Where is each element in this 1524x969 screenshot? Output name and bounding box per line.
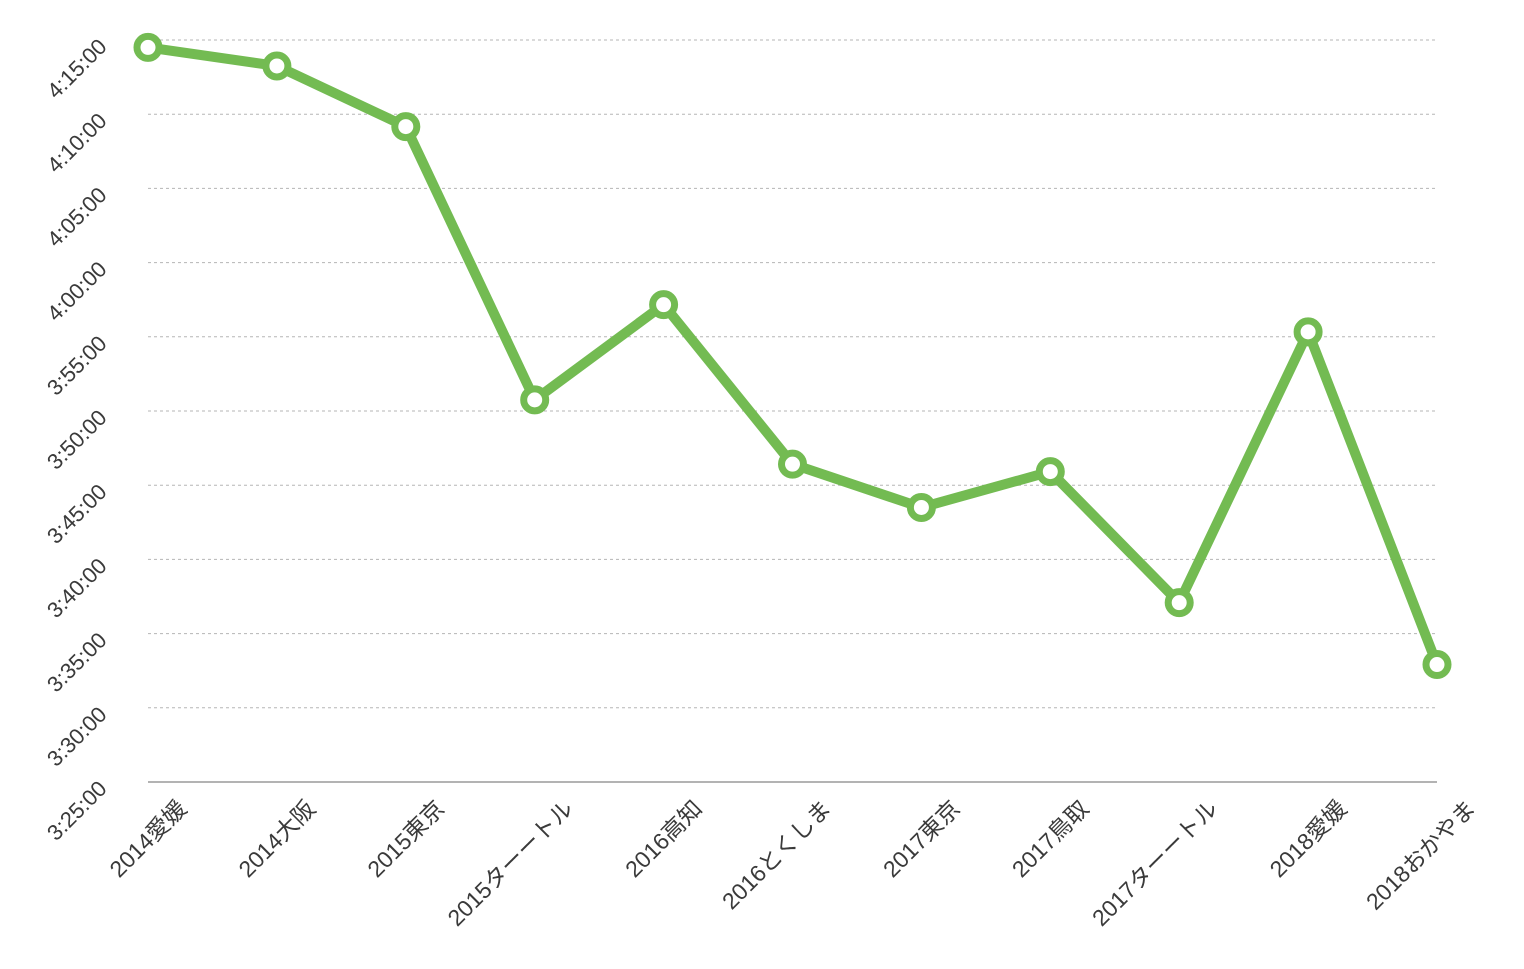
y-tick-label: 3:35:00 [42, 627, 112, 697]
data-point [1422, 650, 1452, 680]
y-tick-label: 3:50:00 [42, 405, 112, 475]
x-tick-label: 2018愛媛 [1265, 795, 1352, 882]
x-tick-label: 2014大阪 [233, 795, 320, 882]
data-point [906, 492, 936, 522]
data-point [649, 290, 679, 320]
data-point [262, 51, 292, 81]
y-tick-label: 4:10:00 [42, 108, 112, 178]
data-point [520, 385, 550, 415]
x-tick-label: 2018おかやま [1361, 795, 1481, 915]
y-tick-label: 4:00:00 [42, 256, 112, 326]
y-tick-label: 4:05:00 [42, 182, 112, 252]
data-point [1164, 588, 1194, 618]
y-tick-label: 3:45:00 [42, 479, 112, 549]
x-tick-label: 2016とくしま [717, 795, 836, 914]
x-tick-label: 2015ターートル [442, 795, 578, 931]
data-point [1035, 457, 1065, 487]
gridlines [148, 39, 1437, 709]
y-tick-label: 3:30:00 [42, 702, 112, 772]
y-tick-label: 3:55:00 [42, 331, 112, 401]
y-tick-label: 3:40:00 [42, 553, 112, 623]
data-point [391, 112, 421, 142]
x-tick-label: 2017鳥取 [1007, 795, 1094, 882]
y-tick-label: 3:25:00 [42, 776, 112, 846]
x-tick-label: 2014愛媛 [104, 795, 191, 882]
y-axis-tick-labels: 3:25:003:30:003:35:003:40:003:45:003:50:… [42, 34, 112, 846]
data-point [778, 449, 807, 479]
data-point [1293, 317, 1323, 347]
data-point [133, 32, 163, 62]
x-tick-label: 2017東京 [878, 795, 965, 882]
y-tick-label: 4:15:00 [42, 34, 112, 104]
series-line [143, 42, 1442, 670]
series-polyline [143, 42, 1442, 670]
x-tick-label: 2015東京 [362, 795, 449, 882]
x-tick-label: 2016高知 [620, 795, 707, 882]
data-points [133, 32, 1452, 680]
x-tick-label: 2017ターートル [1087, 795, 1223, 931]
